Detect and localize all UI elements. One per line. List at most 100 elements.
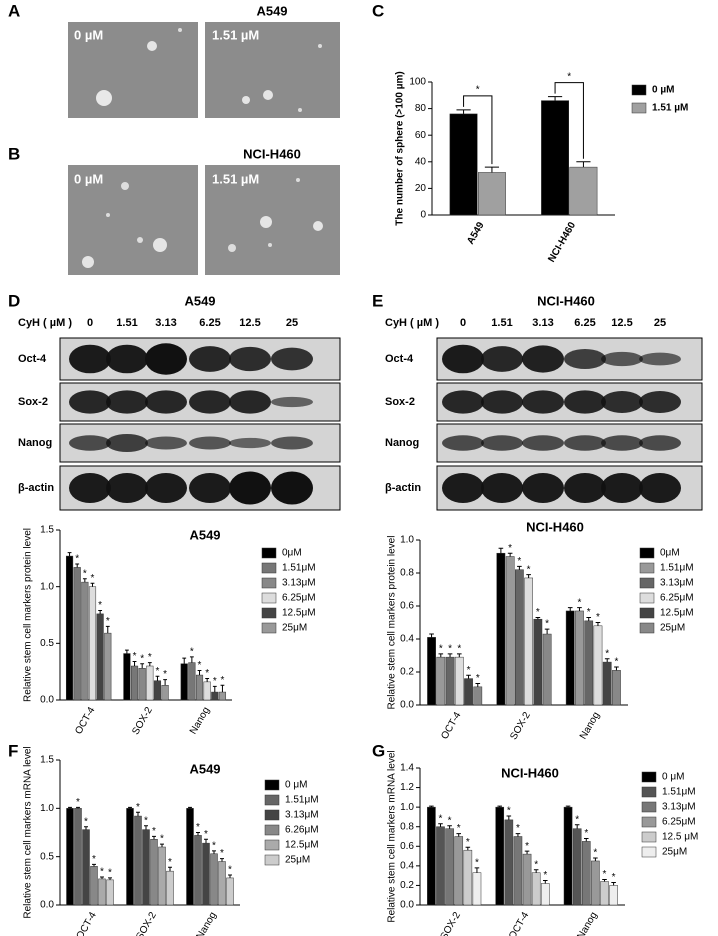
legend-label: 25μM (282, 623, 307, 634)
dose: 25 (654, 317, 666, 329)
significance: * (83, 568, 87, 579)
significance: * (144, 815, 148, 826)
blot-row-label: Oct-4 (18, 353, 47, 365)
error-bar (140, 663, 145, 669)
blot-band (106, 390, 148, 414)
legend-swatch (264, 779, 280, 791)
blot-row-label: Nanog (18, 437, 52, 449)
blot-band (145, 473, 187, 503)
panel-label: C (372, 1, 384, 20)
significance: * (603, 869, 607, 880)
bar (153, 680, 162, 701)
bar (104, 632, 112, 701)
y-tick-label: 1.5 (40, 525, 54, 536)
significance: * (587, 607, 591, 618)
x-tick-label: OCT-4 (75, 910, 99, 936)
y-axis-label: Relative stem cell markers protein level (387, 536, 398, 710)
y-tick-label: 0.0 (40, 900, 54, 911)
significance: * (596, 612, 600, 623)
legend-label: 1.51μM (282, 563, 316, 574)
significance: * (160, 834, 164, 845)
blot-band (189, 346, 231, 372)
legend-label: 1.51μM (285, 795, 319, 806)
significance: * (76, 797, 80, 808)
bar (218, 691, 227, 701)
bar (542, 633, 552, 706)
y-tick-label: 1.2 (400, 782, 414, 793)
panel-title: NCI-H460 (537, 293, 595, 308)
blot-band (601, 473, 643, 503)
dose: 0 (460, 317, 466, 329)
legend-swatch (641, 771, 657, 783)
legend-swatch (631, 102, 647, 114)
bar (202, 842, 210, 906)
significance: * (140, 653, 144, 664)
dose: 3.13 (155, 317, 176, 329)
blot-band (145, 390, 187, 414)
y-tick-label: 1.0 (40, 803, 54, 814)
chart-title: A549 (189, 761, 220, 776)
panel-label: B (8, 144, 20, 163)
error-bar (212, 685, 217, 693)
blot-row-label: β-actin (18, 482, 54, 494)
bar (513, 836, 523, 906)
x-tick-label: SOX-2 (508, 710, 533, 742)
blot-band (229, 471, 271, 505)
legend-label: 12.5 μM (662, 832, 698, 843)
significance: * (543, 870, 547, 881)
bar (515, 569, 524, 706)
dose: 1.51 (491, 317, 512, 329)
significance: * (466, 837, 470, 848)
blot-band (442, 435, 484, 451)
bar (472, 872, 482, 906)
error-bar (438, 823, 443, 827)
bar (73, 567, 81, 701)
y-tick-label: 0 (420, 210, 426, 221)
error-bar (475, 683, 481, 687)
blot-band (639, 391, 681, 413)
micrograph (68, 22, 198, 118)
blot-band (106, 473, 148, 503)
blot-band (145, 436, 187, 450)
bar (427, 806, 436, 906)
y-axis-label: The number of sphere (>100 µm) (395, 71, 406, 225)
x-tick-label: Nanog (578, 710, 602, 741)
significance: * (152, 826, 156, 837)
significance: * (584, 828, 588, 839)
significance: * (605, 648, 609, 659)
legend-label: 1.51μM (662, 787, 696, 798)
bar (524, 577, 533, 706)
panel-label: D (8, 291, 20, 310)
bar (161, 685, 169, 701)
blot-band (639, 435, 681, 451)
legend-label: 1.51μM (660, 563, 694, 574)
y-axis-label: Relative stem cell markers mRNA level (23, 746, 34, 918)
y-axis-label: Relative stem cell markers mRNA level (387, 750, 398, 922)
significance: * (92, 854, 96, 865)
significance: * (205, 668, 209, 679)
x-tick-label: A549 (465, 220, 487, 247)
error-bar (602, 879, 607, 882)
significance: * (439, 643, 443, 654)
error-bar (484, 166, 500, 173)
significance: * (457, 823, 461, 834)
significance: * (84, 816, 88, 827)
bar (541, 100, 570, 216)
y-tick-label: 0.0 (400, 700, 414, 711)
blot-band (271, 436, 313, 450)
error-bar (132, 660, 137, 666)
panel-title: NCI-H460 (243, 146, 301, 161)
error-bar (604, 658, 610, 663)
bar (186, 808, 194, 906)
error-bar (533, 869, 539, 873)
blot-band (564, 390, 606, 414)
legend-swatch (261, 622, 277, 634)
significance-bracket (463, 95, 493, 165)
error-bar (429, 633, 434, 638)
error-bar (189, 656, 194, 663)
legend-swatch (261, 562, 277, 574)
image-label: 0 µM (74, 171, 103, 186)
error-bar (205, 677, 210, 682)
error-bar (456, 833, 461, 837)
significance: * (106, 616, 110, 627)
